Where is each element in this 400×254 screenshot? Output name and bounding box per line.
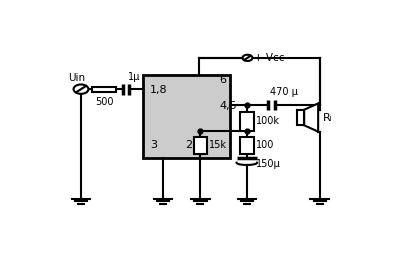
Polygon shape — [304, 103, 318, 132]
Text: 150µ: 150µ — [256, 159, 280, 169]
Text: 15k: 15k — [209, 140, 227, 150]
Text: Uin: Uin — [69, 73, 86, 83]
Circle shape — [242, 55, 252, 61]
Text: 4,5: 4,5 — [219, 101, 236, 111]
Bar — [92, 87, 116, 92]
Bar — [240, 137, 254, 154]
Text: + Vcc: + Vcc — [254, 53, 284, 63]
Text: 2,7: 2,7 — [185, 140, 202, 150]
Bar — [297, 110, 304, 125]
Text: 6: 6 — [219, 75, 226, 85]
Bar — [194, 137, 207, 154]
Text: 500: 500 — [95, 97, 114, 107]
Text: 1,8: 1,8 — [150, 85, 168, 95]
Text: 1µ: 1µ — [128, 72, 140, 82]
Text: Rₗ: Rₗ — [323, 113, 332, 122]
Text: 470 µ: 470 µ — [270, 87, 298, 97]
Bar — [143, 75, 230, 157]
Bar — [240, 112, 254, 131]
Text: 100: 100 — [256, 140, 274, 150]
Text: 3: 3 — [150, 140, 157, 150]
Text: 100k: 100k — [256, 116, 280, 126]
Circle shape — [74, 85, 88, 94]
